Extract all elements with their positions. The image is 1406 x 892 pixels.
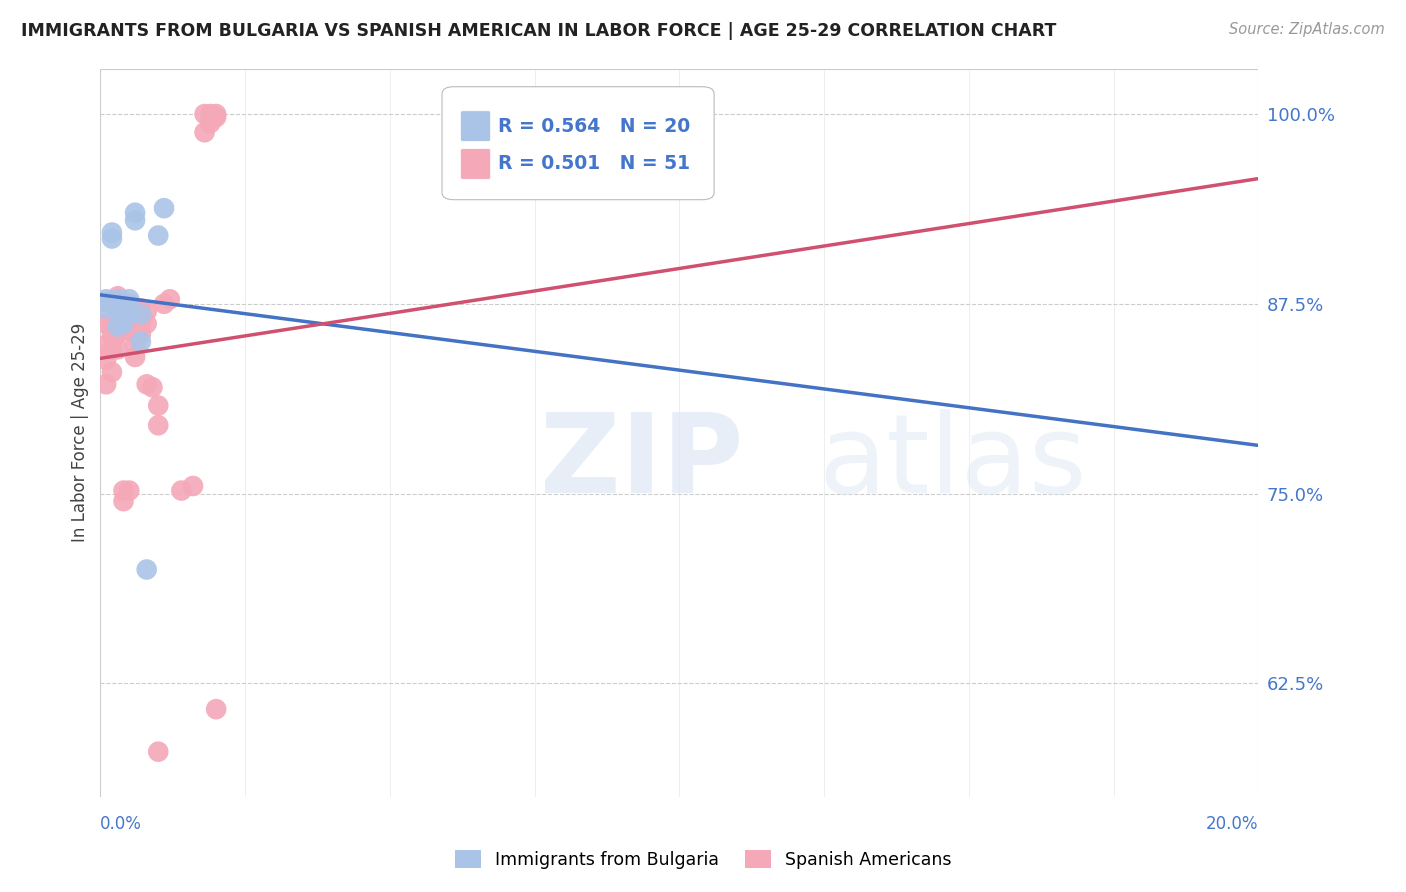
Point [94, 301, 117, 316]
Text: 0.0%: 0.0% [100, 815, 142, 833]
Point [118, 304, 141, 318]
FancyBboxPatch shape [441, 87, 714, 200]
Text: R = 0.501   N = 51: R = 0.501 N = 51 [498, 154, 689, 173]
Point [129, 317, 152, 331]
Point [124, 338, 146, 352]
Point [107, 317, 129, 331]
Point [200, 884, 222, 892]
Point [205, 107, 228, 121]
Point [129, 327, 152, 342]
Point [153, 201, 176, 215]
Point [94, 295, 117, 310]
Point [107, 304, 129, 318]
Point [94, 293, 117, 307]
Point [107, 297, 129, 311]
Point [124, 350, 146, 364]
Point [112, 317, 135, 331]
Point [135, 317, 157, 331]
Point [159, 293, 181, 307]
Text: Source: ZipAtlas.com: Source: ZipAtlas.com [1229, 22, 1385, 37]
Point [112, 301, 135, 316]
Point [153, 297, 176, 311]
Point [107, 289, 129, 303]
Point [101, 295, 124, 310]
Text: R = 0.564   N = 20: R = 0.564 N = 20 [498, 117, 690, 136]
Point [101, 365, 124, 379]
Point [148, 228, 170, 243]
Point [118, 293, 141, 307]
Point [112, 317, 135, 331]
Point [112, 297, 135, 311]
Point [205, 702, 228, 716]
FancyBboxPatch shape [461, 111, 491, 142]
Point [135, 304, 157, 318]
Point [101, 226, 124, 240]
Point [118, 483, 141, 498]
Point [194, 125, 217, 139]
Point [124, 206, 146, 220]
Point [141, 380, 163, 394]
Legend: Immigrants from Bulgaria, Spanish Americans: Immigrants from Bulgaria, Spanish Americ… [449, 844, 957, 876]
Point [94, 317, 117, 331]
Y-axis label: In Labor Force | Age 25-29: In Labor Force | Age 25-29 [72, 323, 89, 542]
Point [124, 213, 146, 227]
Point [112, 301, 135, 316]
Point [205, 110, 228, 124]
Point [112, 494, 135, 508]
Point [124, 301, 146, 316]
Point [200, 116, 222, 130]
Text: atlas: atlas [818, 409, 1087, 516]
Point [148, 418, 170, 433]
Point [124, 317, 146, 331]
Point [112, 483, 135, 498]
Point [129, 301, 152, 316]
Point [118, 323, 141, 337]
Point [94, 338, 117, 352]
Point [148, 399, 170, 413]
Point [101, 317, 124, 331]
Point [170, 483, 193, 498]
Point [107, 343, 129, 357]
Point [101, 231, 124, 245]
Point [181, 479, 204, 493]
Point [101, 343, 124, 357]
Point [94, 377, 117, 392]
Point [124, 327, 146, 342]
Point [112, 323, 135, 337]
Point [107, 293, 129, 307]
Point [94, 353, 117, 368]
Text: IMMIGRANTS FROM BULGARIA VS SPANISH AMERICAN IN LABOR FORCE | AGE 25-29 CORRELAT: IMMIGRANTS FROM BULGARIA VS SPANISH AMER… [21, 22, 1056, 40]
Point [107, 327, 129, 342]
Point [135, 377, 157, 392]
Point [101, 327, 124, 342]
Point [148, 745, 170, 759]
Point [135, 562, 157, 576]
Point [129, 308, 152, 322]
Point [194, 107, 217, 121]
Text: ZIP: ZIP [540, 409, 744, 516]
Point [129, 334, 152, 349]
Point [200, 107, 222, 121]
Point [118, 297, 141, 311]
Point [107, 304, 129, 318]
Point [118, 312, 141, 326]
FancyBboxPatch shape [461, 149, 491, 179]
Text: 20.0%: 20.0% [1206, 815, 1258, 833]
Point [107, 319, 129, 334]
